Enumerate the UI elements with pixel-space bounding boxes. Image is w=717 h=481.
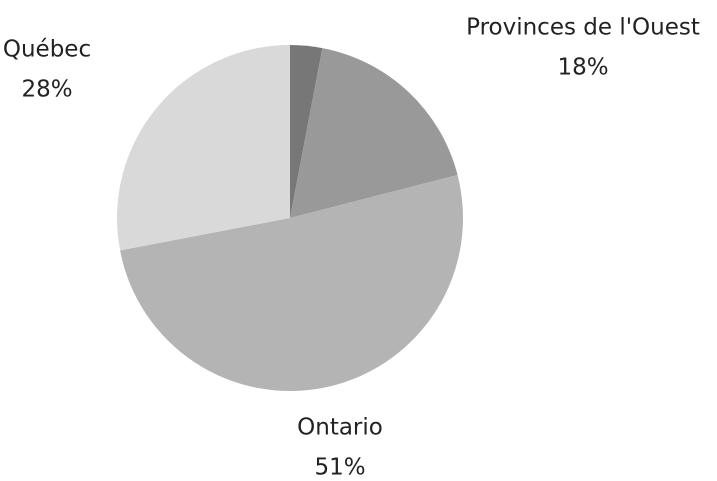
pie-slice: [290, 45, 323, 218]
slice-value-label: 18%: [557, 55, 608, 81]
slice-label: Ontario: [297, 415, 383, 441]
slice-value-label: 28%: [21, 77, 72, 103]
pie-slice: [290, 48, 458, 219]
pie-slice: [120, 174, 464, 392]
pie-slice: [116, 45, 290, 251]
slice-label: Québec: [3, 37, 91, 63]
slice-label: Provinces de l'Ouest: [466, 15, 700, 41]
slice-value-label: 51%: [314, 455, 365, 481]
